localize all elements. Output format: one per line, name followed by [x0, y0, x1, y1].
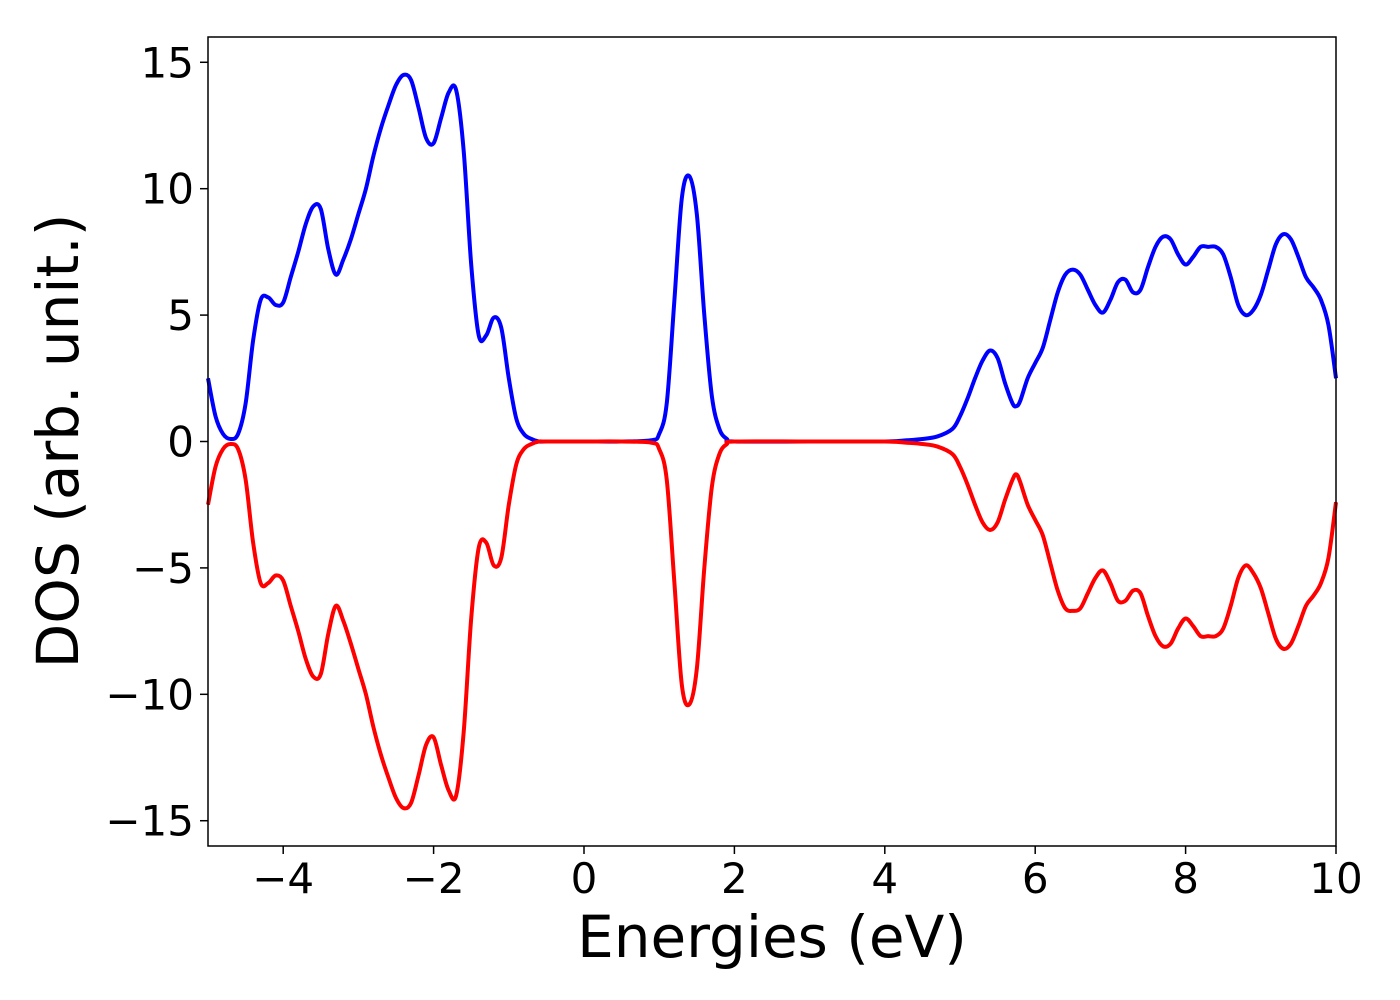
- series-line-blue: [206, 72, 1338, 444]
- x-tick-label: 4: [871, 854, 898, 903]
- y-axis-label: DOS (arb. unit.): [24, 214, 92, 669]
- y-tick-label: 15: [141, 38, 194, 87]
- series-line-red: [206, 439, 1338, 811]
- x-tick-label: 10: [1309, 854, 1362, 903]
- x-tick-label: 6: [1022, 854, 1049, 903]
- x-tick-label: 0: [571, 854, 598, 903]
- y-tick-label: −5: [132, 544, 194, 593]
- x-tick-label: −2: [403, 854, 465, 903]
- y-tick-label: 0: [167, 418, 194, 467]
- y-tick-label: 5: [167, 291, 194, 340]
- plot-area: [206, 72, 1338, 811]
- x-tick-label: 2: [721, 854, 748, 903]
- y-axis-ticks: −15 −10 −5 0 5 10 15: [105, 38, 208, 846]
- y-tick-label: −10: [105, 670, 194, 719]
- plot-frame: [207, 36, 1337, 847]
- y-tick-label: −15: [105, 797, 194, 846]
- x-axis-ticks: −4 −2 0 2 4 6 8 10: [252, 846, 1363, 903]
- x-tick-label: 8: [1172, 854, 1199, 903]
- y-tick-label: 10: [141, 165, 194, 214]
- x-tick-label: −4: [252, 854, 314, 903]
- x-axis-label: Energies (eV): [577, 903, 967, 971]
